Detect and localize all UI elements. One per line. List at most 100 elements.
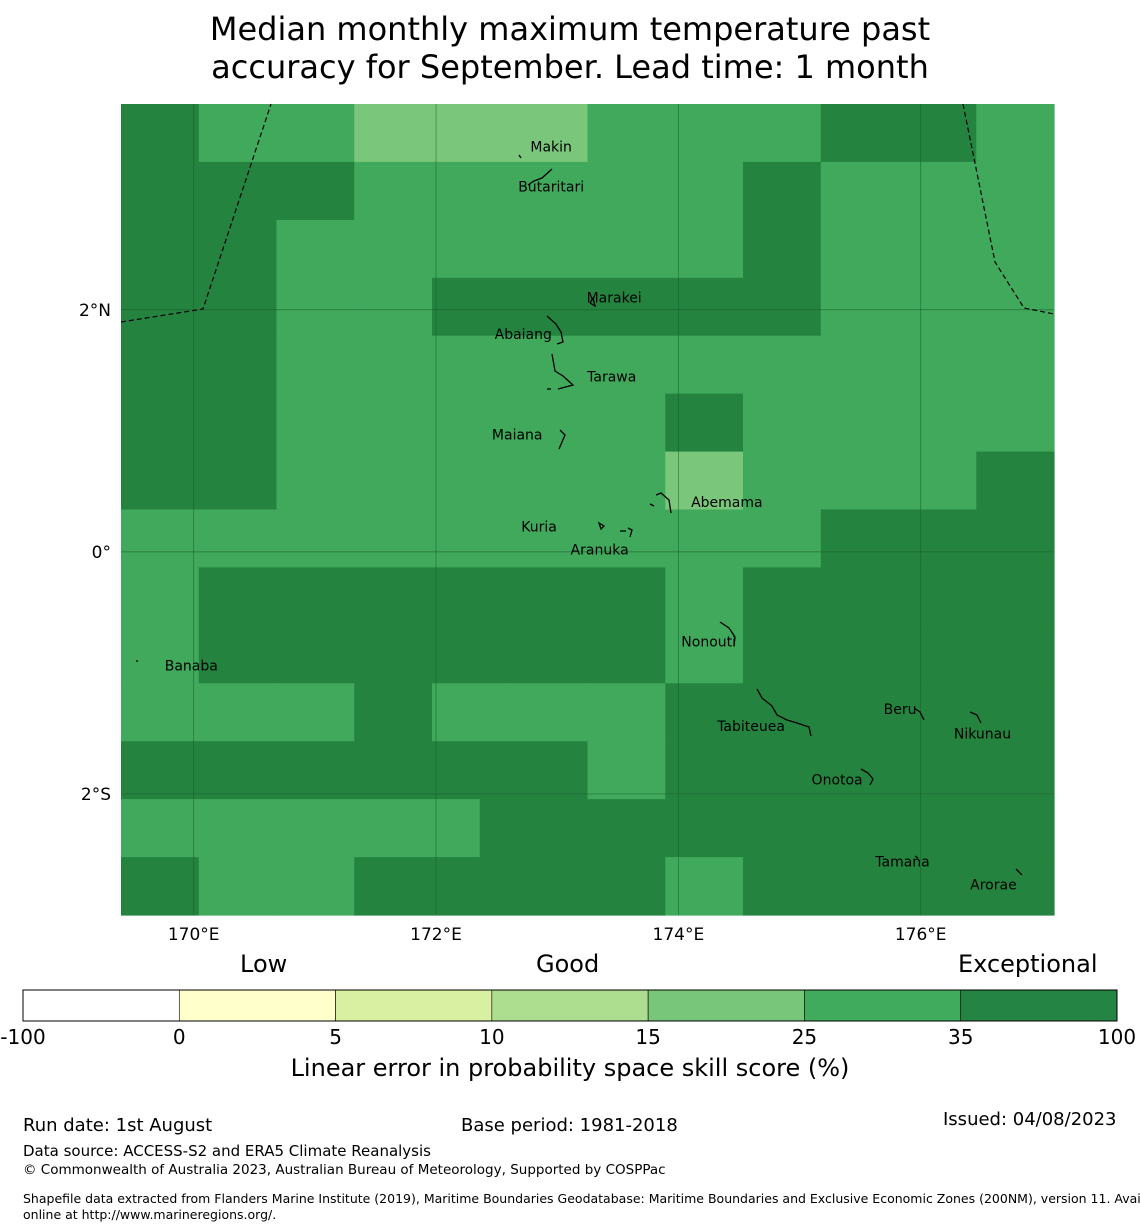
skill-cell <box>276 451 355 511</box>
skill-cell <box>198 857 278 916</box>
colorbar-tick-label: -100 <box>0 1025 46 1049</box>
skill-cell <box>587 104 666 163</box>
latitude-tick-label: 2°N <box>79 301 111 321</box>
skill-cell <box>976 219 1055 279</box>
skill-cell <box>121 509 200 568</box>
skill-cell <box>820 104 900 163</box>
run-date: Run date: 1st August <box>23 1115 213 1136</box>
skill-cell <box>982 799 1055 858</box>
skill-cell <box>408 799 481 858</box>
colorbar-segment <box>22 989 180 1022</box>
island-label-aranuka: Aranuka <box>571 542 629 558</box>
latitude-tick-label: 2°S <box>81 785 111 805</box>
colorbar-segment <box>335 989 493 1022</box>
skill-cell <box>838 799 912 858</box>
skill-cell <box>587 567 666 626</box>
base-period: Base period: 1981-2018 <box>461 1115 678 1136</box>
skill-cell <box>121 104 200 163</box>
skill-cell <box>976 509 1055 568</box>
skill-cell <box>121 683 200 742</box>
skill-cell <box>976 741 1055 800</box>
island-label-makin: Makin <box>530 139 572 155</box>
island-tabiteuea <box>756 688 812 737</box>
copyright-notice: © Commonwealth of Australia 2023, Austra… <box>23 1162 666 1178</box>
skill-cell <box>665 393 744 453</box>
skill-cell <box>354 393 433 453</box>
skill-cell <box>820 625 900 684</box>
skill-cell <box>820 393 900 453</box>
skill-cell <box>820 335 900 395</box>
skill-cell <box>743 104 822 163</box>
colorbar-tick-label: 10 <box>479 1025 505 1049</box>
skill-cell <box>898 104 977 163</box>
skill-cell <box>276 509 355 568</box>
skill-cell <box>509 393 589 453</box>
skill-cell <box>198 741 278 800</box>
skill-cell <box>354 161 433 221</box>
skill-cell <box>354 741 433 800</box>
shapefile-credit-line-1: Shapefile data extracted from Flanders M… <box>23 1191 1140 1206</box>
skill-cell <box>276 219 355 279</box>
skill-cell <box>623 799 696 858</box>
colorbar-tick-label: 25 <box>791 1025 818 1049</box>
skill-cell <box>509 567 589 626</box>
island-marakei <box>589 296 597 308</box>
skill-cell <box>276 625 355 684</box>
skill-cell <box>198 509 278 568</box>
skill-cell <box>910 799 983 858</box>
skill-cell <box>432 161 511 221</box>
skill-cell <box>354 567 433 626</box>
island-abemama <box>649 492 672 514</box>
skill-cell <box>354 451 433 511</box>
skill-cell <box>898 277 977 337</box>
skill-cell <box>898 509 977 568</box>
skill-cell <box>432 277 511 337</box>
skill-cell <box>509 335 589 395</box>
skill-map: Makin Butaritari Marakei Abaiang Tarawa Maian… <box>79 103 1055 945</box>
skill-cell <box>587 219 666 279</box>
skill-cell <box>432 509 511 568</box>
skill-cell <box>354 857 433 916</box>
skill-cell <box>121 219 200 279</box>
category-exceptional: Exceptional <box>958 950 1098 978</box>
skill-cell <box>743 451 822 511</box>
skill-cell <box>976 625 1055 684</box>
skill-cell <box>198 393 278 453</box>
map-title: Median monthly maximum temperature past … <box>0 10 1140 86</box>
skill-cell <box>820 277 900 337</box>
eez-boundaries <box>120 103 1055 323</box>
island-maiana <box>558 429 566 450</box>
skill-cell <box>743 683 822 742</box>
skill-cell <box>276 683 355 742</box>
skill-cell <box>665 104 744 163</box>
skill-cell <box>743 161 822 221</box>
skill-cell <box>976 104 1055 163</box>
latitude-ticks: 2°N 0° 2°S <box>79 301 111 805</box>
skill-cell <box>976 161 1055 221</box>
skill-cell <box>743 625 822 684</box>
eez-boundary-west <box>120 103 272 323</box>
skill-cell <box>121 567 200 626</box>
skill-cell <box>276 741 355 800</box>
skill-cell <box>898 857 977 916</box>
skill-cell <box>479 799 553 858</box>
issued-date: Issued: 04/08/2023 <box>943 1109 1117 1130</box>
longitude-tick-label: 176°E <box>895 925 947 945</box>
skill-cell <box>432 104 511 163</box>
island-label-nonouti: Nonouti <box>681 634 736 650</box>
skill-cell <box>509 219 589 279</box>
island-abaiang <box>546 315 564 345</box>
skill-cell <box>665 219 744 279</box>
skill-cell <box>432 857 511 916</box>
skill-cell <box>820 567 900 626</box>
skill-cell <box>276 277 355 337</box>
skill-cell <box>587 335 666 395</box>
skill-cell <box>976 451 1055 511</box>
island-label-nikunau: Nikunau <box>954 726 1011 742</box>
island-labels: Makin Butaritari Marakei Abaiang Tarawa Maian… <box>165 139 1017 893</box>
skill-cell <box>509 857 589 916</box>
skill-cell <box>665 277 744 337</box>
colorbar-tick-label: 15 <box>635 1025 661 1049</box>
skill-cell <box>766 799 840 858</box>
colorbar-tick-label: 100 <box>1097 1025 1137 1049</box>
